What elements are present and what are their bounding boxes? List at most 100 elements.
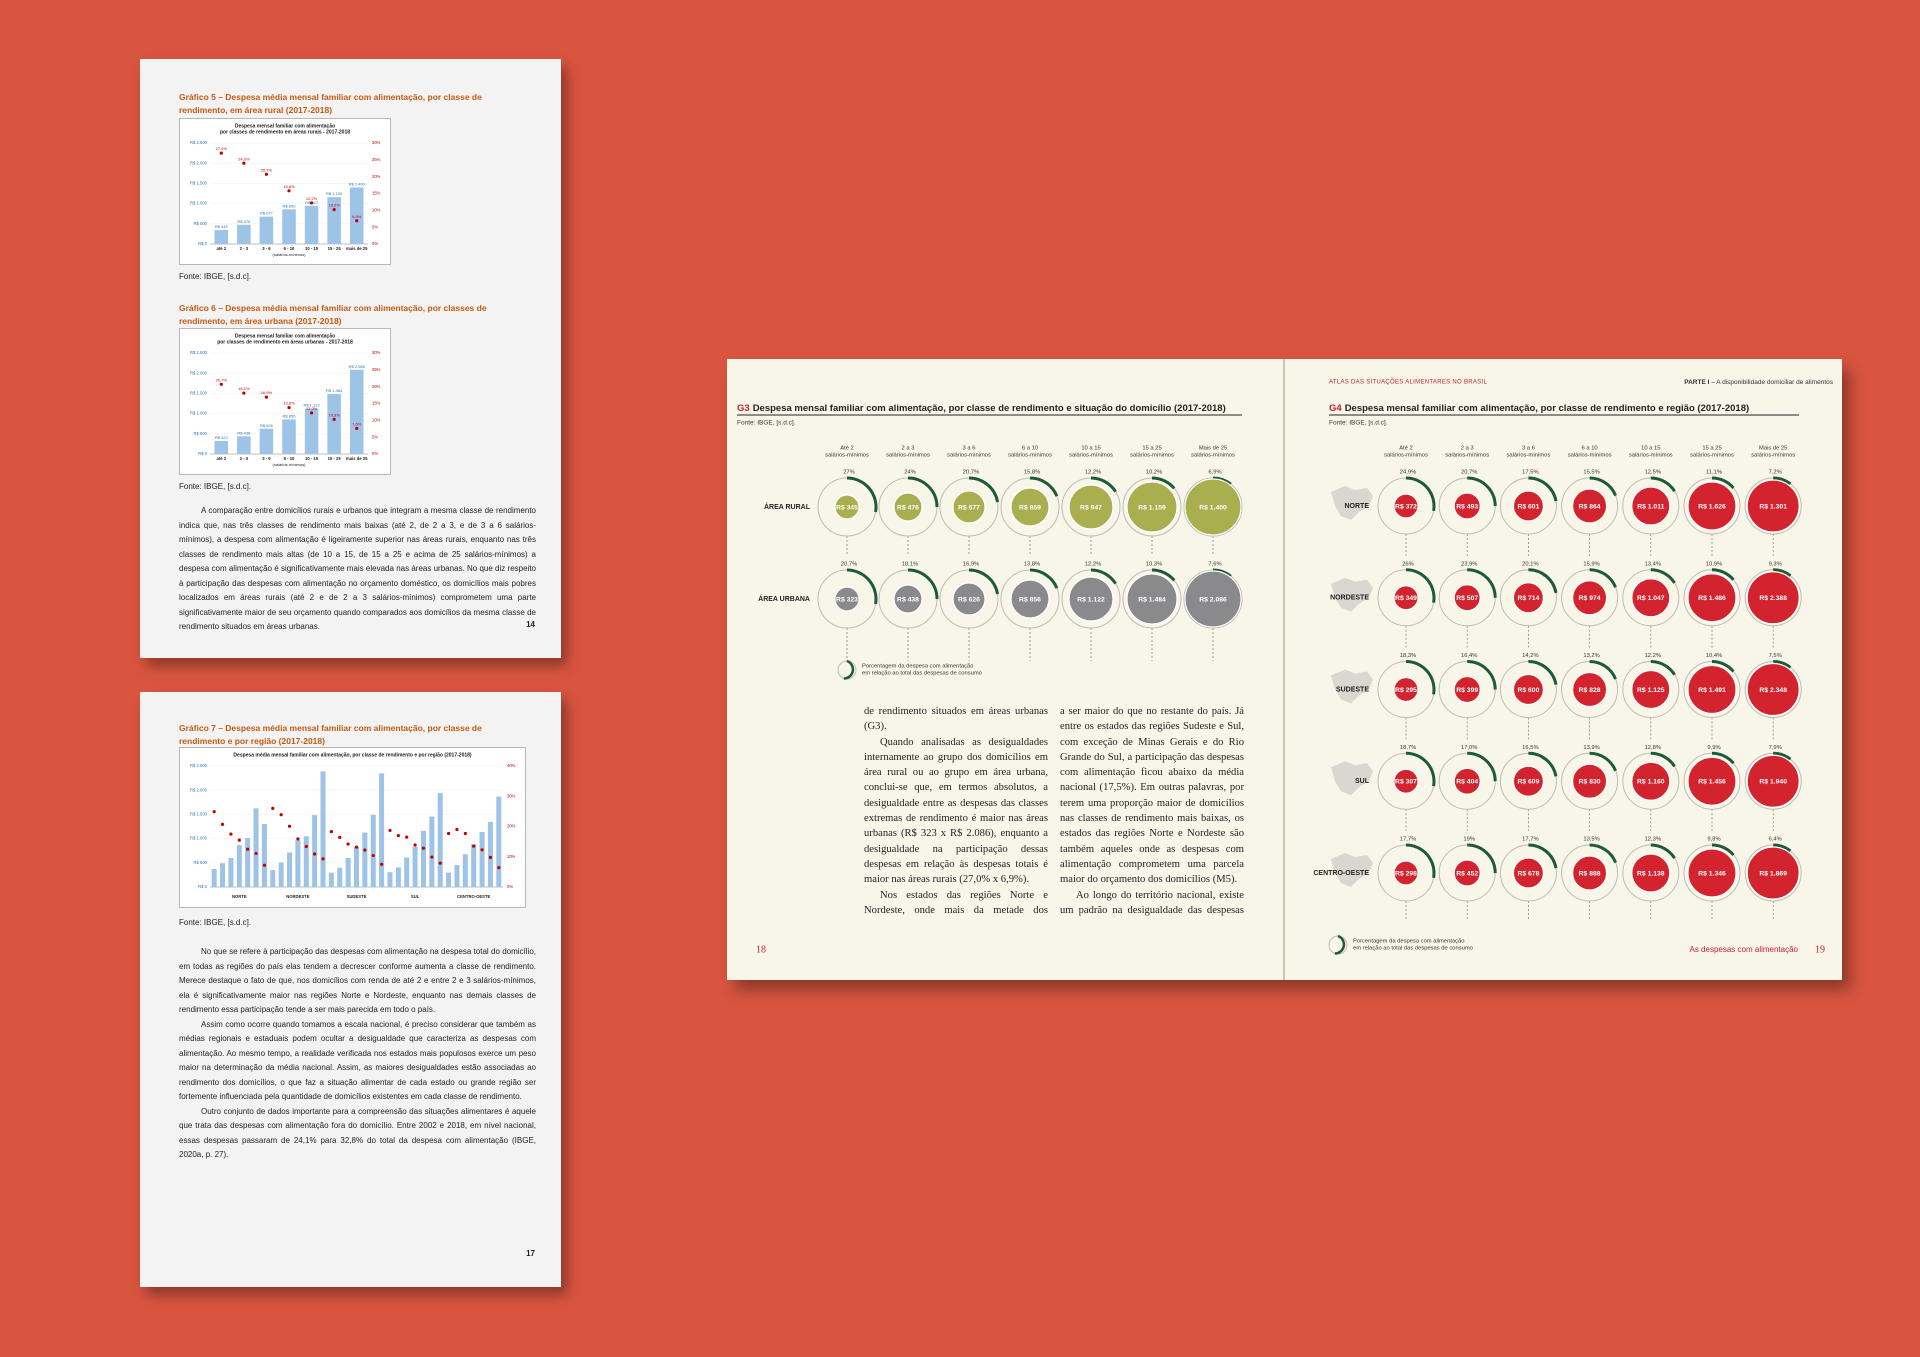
percent-label: 12,2% <box>306 196 318 201</box>
value-bubble <box>1631 486 1671 526</box>
value-bubble <box>1068 484 1114 530</box>
bubble-value: R$ 601 <box>1517 503 1539 510</box>
value-bubble <box>1687 756 1737 806</box>
column-header: 6 a 10 <box>1582 446 1598 452</box>
value-bubble <box>1687 481 1737 531</box>
share-arc <box>1773 843 1792 853</box>
graphic-source: Fonte: IBGE, [s.d.c]. <box>1329 420 1388 427</box>
y2-tick-label: 25% <box>372 367 381 372</box>
percent-dot <box>242 391 246 395</box>
y-tick-label: R$ 2.000 <box>190 787 208 792</box>
bubble-value: R$ 1.047 <box>1637 595 1665 602</box>
percent-dot <box>304 844 308 849</box>
y2-tick-label: 0% <box>507 884 513 889</box>
share-arc <box>1151 568 1176 582</box>
share-label: 12,3% <box>1645 837 1661 843</box>
share-arc <box>1151 476 1176 490</box>
y2-tick-label: 30% <box>372 350 381 355</box>
spread-graphics: ATLAS DAS SITUAÇÕES ALIMENTARES NO BRASI… <box>737 359 1834 980</box>
percent-dot <box>430 855 434 859</box>
column-header: Até 2 <box>840 446 854 452</box>
bar <box>429 816 435 887</box>
figure-title: Gráfico 7 – Despesa média mensal familia… <box>179 723 482 746</box>
bar <box>236 845 242 887</box>
chart-frame: Despesa média mensal familiar com alimen… <box>179 747 526 908</box>
body-text: No que se refere à participação das desp… <box>179 945 536 1163</box>
value-bubble <box>1453 859 1481 887</box>
row-label: SUDESTE <box>1336 686 1369 693</box>
graphic-number: G4 <box>1329 403 1342 414</box>
percent-dot <box>229 832 233 836</box>
percent-dot <box>332 208 336 212</box>
share-label: 15,8% <box>1024 470 1040 476</box>
share-arc <box>1212 568 1232 578</box>
column-header: Até 2 <box>1399 446 1413 452</box>
share-label: 17,5% <box>1522 470 1538 476</box>
page-number: 14 <box>526 620 535 629</box>
share-label: 12,2% <box>1085 470 1101 476</box>
bar-value-label: R$ 323 <box>215 435 229 440</box>
percent-label: 10,2% <box>328 203 340 208</box>
percent-dot <box>254 851 258 856</box>
share-arc <box>1650 476 1676 493</box>
bar <box>479 831 485 887</box>
percent-label: 16,9% <box>261 390 273 395</box>
y-tick-label: R$ 500 <box>193 221 207 226</box>
bar-value-label: R$ 626 <box>260 423 274 428</box>
bubble-value: R$ 1.125 <box>1637 687 1665 694</box>
bar <box>270 870 276 887</box>
chart-title: por classes de rendimento em áreas rurai… <box>220 129 350 135</box>
bubble-value: R$ 476 <box>897 504 919 511</box>
value-bubble <box>1453 767 1481 795</box>
bubble-value: R$ 2.388 <box>1759 595 1787 602</box>
bar <box>245 838 251 887</box>
share-arc <box>1589 751 1617 772</box>
bar <box>261 824 267 887</box>
percent-dot <box>262 863 267 867</box>
percent-dot <box>338 835 342 839</box>
x-tick-label: 6 - 10 <box>284 246 295 251</box>
bar <box>259 216 274 244</box>
bubble-value: R$ 1.940 <box>1759 779 1787 786</box>
bubble-value: R$ 295 <box>1395 687 1417 694</box>
percent-dot <box>380 862 384 866</box>
bar <box>259 428 274 454</box>
percent-dot <box>332 417 336 421</box>
column-header: salários-mínimos <box>947 453 991 459</box>
percent-dot <box>212 810 216 814</box>
percent-dot <box>279 813 283 817</box>
share-label: 15,9% <box>1583 561 1599 567</box>
percent-label: 18,1% <box>238 386 250 391</box>
share-label: 16,9% <box>963 562 979 568</box>
share-label: 16,5% <box>1522 745 1538 751</box>
bar <box>446 872 452 887</box>
share-label: 6,4% <box>1769 837 1782 843</box>
bar <box>454 865 460 887</box>
share-label: 15,5% <box>1583 470 1599 476</box>
region-map <box>1331 577 1373 612</box>
share-label: 17,0% <box>1461 745 1477 751</box>
x-tick-label: mais de 25 <box>346 246 368 251</box>
share-label: 18,1% <box>902 562 918 568</box>
percent-dot <box>287 824 292 828</box>
y2-tick-label: 10% <box>507 854 516 859</box>
percent-dot <box>346 842 350 846</box>
bar <box>312 815 318 887</box>
percent-label: 6,9% <box>352 214 362 219</box>
bar-value-label: R$ 859 <box>283 203 297 208</box>
row-label: ÁREA URBANA <box>758 594 810 603</box>
y-tick-label: R$ 2.500 <box>190 140 208 145</box>
bubble-value: R$ 864 <box>1579 503 1601 510</box>
share-label: 10,3% <box>1146 562 1162 568</box>
y-tick-label: R$ 500 <box>193 431 207 436</box>
x-tick-label: 2 - 3 <box>240 246 249 251</box>
bar-value-label: R$ 1.400 <box>349 182 366 187</box>
bubble-value: R$ 859 <box>1019 504 1041 511</box>
share-arc <box>1773 568 1792 577</box>
text-column: de rendimento situados em áreas urbanas … <box>864 704 1048 920</box>
percent-dot <box>219 151 223 155</box>
bar <box>282 209 296 244</box>
value-bubble <box>1184 478 1242 536</box>
percent-dot <box>463 831 467 836</box>
value-bubble <box>1571 671 1608 708</box>
